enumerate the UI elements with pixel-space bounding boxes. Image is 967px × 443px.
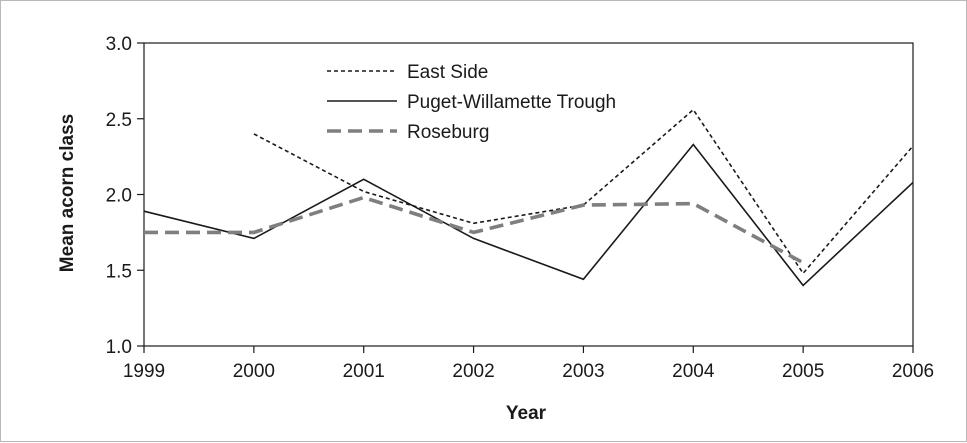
y-axis-title: Mean acorn class [57,114,78,272]
plot-area [143,42,914,347]
legend-label-east-side: East Side [407,62,488,83]
x-tick-label: 1999 [123,361,165,382]
y-tick-label: 3.0 [106,34,132,55]
y-tick-label: 2.0 [106,186,132,207]
axes-layer: 1.0 1.5 2.0 2.5 3.0 1999 2000 2001 2002 2003 2004 2… [106,34,935,382]
legend-label-puget-willamette-trough: Puget-Willamette Trough [407,92,616,113]
series-line-east-side [253,108,914,275]
x-tick-label: 2000 [233,361,275,382]
y-tick-label: 2.5 [106,110,132,131]
legend: East Side Puget-Willamette Trough Roseburg [327,62,616,143]
x-tick-label: 2005 [782,361,824,382]
series-line-roseburg [144,195,804,265]
series-layer [143,108,914,287]
legend-label-roseburg: Roseburg [407,122,489,143]
x-tick-label: 2006 [892,361,934,382]
y-tick-label: 1.5 [106,261,132,282]
x-axis-title: Year [506,403,547,424]
x-tick-label: 2004 [672,361,715,382]
x-tick-label: 2002 [452,361,494,382]
x-tick-label: 2001 [343,361,385,382]
plot-border [143,42,914,347]
y-tick-label: 1.0 [106,337,132,358]
x-tick-label: 2003 [562,361,604,382]
series-line-puget-willamette-trough [143,143,914,287]
